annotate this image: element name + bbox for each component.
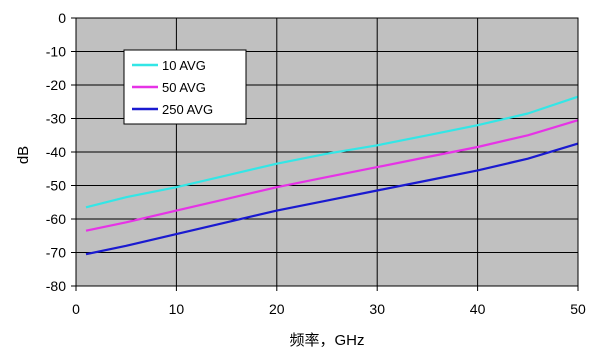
y-tick-label: -50 [46,178,66,194]
y-tick-label: -60 [46,211,66,227]
legend-label: 10 AVG [162,58,206,73]
y-tick-label: -40 [46,144,66,160]
axes-group: 0 -10 -20 -30 -40 -50 -60 -70 -80 0 10 20 30 40 50 [46,10,586,317]
x-tick-label: 30 [369,301,385,317]
x-tick-label: 40 [470,301,486,317]
series-line-250-avg [85,142,579,256]
series-line-50-avg [85,119,579,232]
x-tick-label: 20 [269,301,285,317]
y-tick-label: -30 [46,111,66,127]
y-tick-label: -20 [46,77,66,93]
legend-label: 250 AVG [162,102,213,117]
legend-group: 10 AVG 50 AVG 250 AVG [123,49,247,125]
y-tick-label: 0 [58,10,66,26]
x-tick-label: 0 [72,301,80,317]
x-tick-label: 50 [570,301,586,317]
y-tick-label: -80 [46,278,66,294]
series-line-10-avg [85,95,579,209]
x-axis-title: 频率，GHz [289,332,364,349]
y-tick-label: -10 [46,44,66,60]
y-tick-label: -70 [46,245,66,261]
legend-label: 50 AVG [162,80,206,95]
x-tick-label: 10 [169,301,185,317]
y-axis-title: dB [15,146,32,164]
series-group [85,95,579,256]
